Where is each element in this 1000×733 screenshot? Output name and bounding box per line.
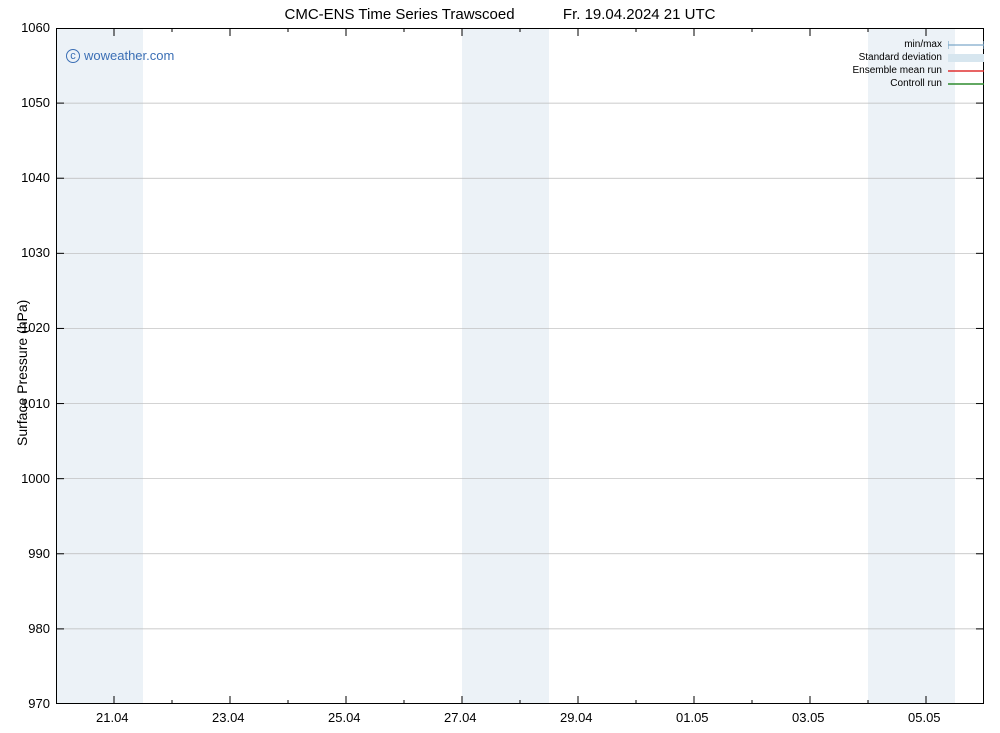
y-tick-label: 1020 — [21, 320, 50, 335]
y-tick-label: 990 — [28, 546, 50, 561]
watermark: c woweather.com — [66, 48, 174, 63]
chart-root: CMC-ENS Time Series Trawscoed Fr. 19.04.… — [0, 0, 1000, 733]
x-tick-label: 25.04 — [328, 710, 361, 725]
legend-swatch — [948, 79, 984, 89]
y-tick-label: 1010 — [21, 396, 50, 411]
y-tick-label: 1030 — [21, 245, 50, 260]
legend-label: Standard deviation — [859, 51, 942, 64]
legend-label: Ensemble mean run — [853, 64, 943, 77]
legend-item: Controll run — [853, 77, 985, 90]
x-tick-label: 01.05 — [676, 710, 709, 725]
legend-item: min/max — [853, 38, 985, 51]
copyright-icon: c — [66, 49, 80, 63]
legend-item: Standard deviation — [853, 51, 985, 64]
y-tick-label: 1060 — [21, 20, 50, 35]
legend-label: min/max — [904, 38, 942, 51]
x-tick-label: 21.04 — [96, 710, 129, 725]
plot-area — [56, 28, 984, 704]
x-tick-label: 27.04 — [444, 710, 477, 725]
x-tick-label: 05.05 — [908, 710, 941, 725]
legend: min/maxStandard deviationEnsemble mean r… — [853, 38, 985, 90]
y-tick-label: 1000 — [21, 471, 50, 486]
chart-title-left: CMC-ENS Time Series Trawscoed — [285, 6, 515, 23]
x-tick-label: 29.04 — [560, 710, 593, 725]
legend-swatch — [948, 40, 984, 50]
legend-swatch — [948, 53, 984, 63]
chart-title-row: CMC-ENS Time Series Trawscoed Fr. 19.04.… — [0, 6, 1000, 23]
y-tick-label: 1040 — [21, 170, 50, 185]
x-tick-label: 03.05 — [792, 710, 825, 725]
x-tick-label: 23.04 — [212, 710, 245, 725]
chart-title-right: Fr. 19.04.2024 21 UTC — [563, 6, 716, 23]
legend-swatch — [948, 66, 984, 76]
y-tick-label: 1050 — [21, 95, 50, 110]
y-tick-label: 970 — [28, 696, 50, 711]
y-tick-label: 980 — [28, 621, 50, 636]
legend-label: Controll run — [890, 77, 942, 90]
watermark-text: woweather.com — [84, 48, 174, 63]
legend-item: Ensemble mean run — [853, 64, 985, 77]
